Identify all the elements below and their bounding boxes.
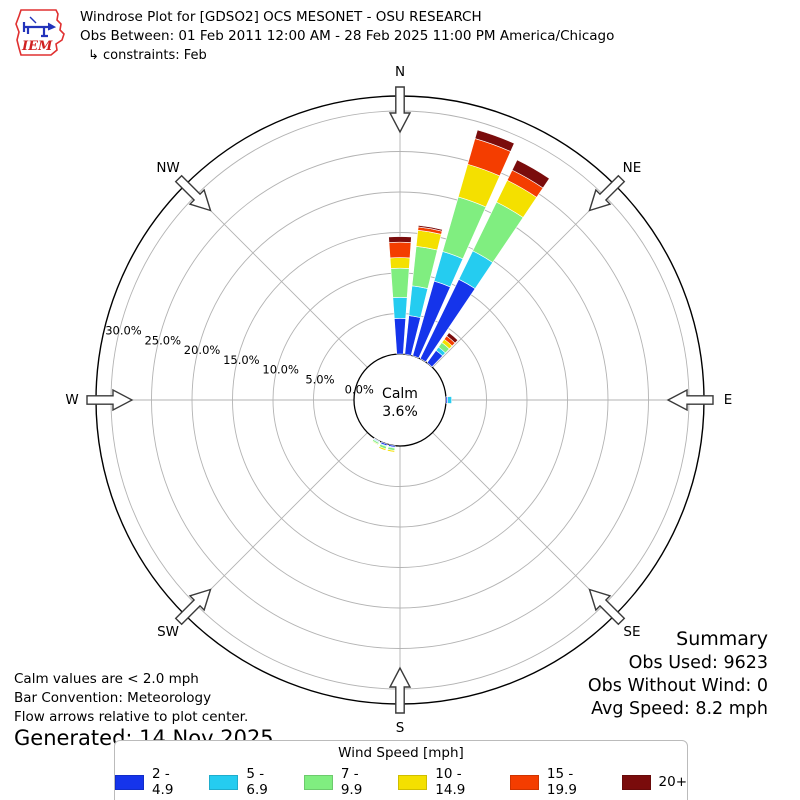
direction-label-ne: NE [623,160,642,176]
windrose-bar-segment [389,257,411,269]
legend-swatch [303,774,333,790]
iem-logo-text: IEM [21,39,53,54]
direction-label-w: W [65,392,78,408]
legend-label: 5 - 6.9 [246,766,268,798]
flow-arrow-nw [174,174,212,212]
spoke-line [432,184,616,368]
windrose-bar-segment [474,129,515,152]
weathervane-icon [22,16,57,38]
legend-swatch [509,774,539,790]
windrose-bar-segment [388,241,412,259]
spoke-line [432,432,616,616]
calm-label: Calm [382,386,418,402]
bar-convention-note: Bar Convention: Meteorology [14,690,212,706]
windrose-bar-segment [392,296,408,319]
windrose-bar-segment [447,396,452,404]
summary-obs-without-wind: Obs Without Wind: 0 [587,676,768,696]
legend-item: 10 - 14.9 [398,766,496,798]
legend-title: Wind Speed [mph] [338,745,464,761]
flow-arrow-s [388,666,412,714]
direction-label-n: N [395,64,405,80]
flow-arrow-ne [588,174,626,212]
flow-arrow-e [666,388,714,412]
page-title: Windrose Plot for [GDSO2] OCS MESONET - … [80,9,482,25]
windrose-bar-segment [378,446,387,451]
summary-obs-used: Obs Used: 9623 [628,653,768,673]
radial-tick-label: 25.0% [144,333,181,347]
radial-tick-label: 30.0% [105,324,142,338]
radial-tick-label: 5.0% [305,373,334,387]
radial-tick-label: 10.0% [262,363,299,377]
legend-label: 15 - 19.9 [546,766,577,798]
windrose-bar-segment [390,267,410,298]
flow-arrows-note: Flow arrows relative to plot center. [14,709,249,725]
legend-swatch [621,774,651,790]
obs-range: Obs Between: 01 Feb 2011 12:00 AM - 28 F… [80,28,615,44]
windrose-bar-segment [417,225,443,232]
windrose-bar-segment [371,440,379,446]
radial-tick-label: 15.0% [223,353,260,367]
flow-arrow-se [588,588,626,626]
windrose-bar-segment [446,332,459,344]
flow-arrow-n [388,86,412,134]
legend-swatch [209,774,239,790]
flow-arrow-sw [174,588,212,626]
direction-label-nw: NW [156,160,179,176]
legend-swatch [114,774,144,790]
direction-label-s: S [396,720,405,736]
legend-item: 15 - 19.9 [509,766,608,798]
direction-label-sw: SW [157,624,179,640]
wind-speed-legend: Wind Speed [mph] 2 - 4.9 5 - 6.9 7 - 9.9 10… [114,740,688,800]
legend-swatch [398,774,428,790]
plot-notes: Calm values are < 2.0 mph Bar Convention… [14,670,274,749]
legend-label: 10 - 14.9 [435,766,466,798]
spoke-line [184,432,368,616]
legend-item: 5 - 6.9 [209,766,289,798]
flow-arrow-w [86,388,134,412]
spoke-line [184,184,368,368]
direction-label-e: E [724,392,733,408]
summary-avg-speed: Avg Speed: 8.2 mph [591,699,768,719]
legend-items: 2 - 4.9 5 - 6.9 7 - 9.9 10 - 14.9 15 - 19.9 2… [114,766,688,798]
legend-item: 2 - 4.9 [114,766,195,798]
windrose-bar-segment [511,159,550,189]
constraints: ↳ constraints: Feb [88,48,207,63]
direction-label-se: SE [623,624,640,640]
iem-logo: IEM [15,9,65,56]
calm-value: 3.6% [382,404,418,420]
legend-label: 7 - 9.9 [340,766,363,798]
radial-tick-label: 20.0% [184,343,221,357]
legend-item: 7 - 9.9 [303,766,384,798]
radial-tick-label: 0.0% [345,382,374,396]
legend-item: 20+ [621,774,688,790]
calm-note: Calm values are < 2.0 mph [14,671,199,687]
summary-block: Summary Obs Used: 9623 Obs Without Wind:… [588,628,768,721]
windrose-bar-segment [393,318,407,355]
summary-title: Summary [676,628,768,650]
legend-label: 20+ [658,774,688,790]
legend-label: 2 - 4.9 [151,766,174,798]
windrose-bar-segment [386,448,396,453]
windrose-bar-segment [388,236,412,243]
header: Windrose Plot for [GDSO2] OCS MESONET - … [80,8,614,65]
iowa-outline-icon [15,9,65,56]
